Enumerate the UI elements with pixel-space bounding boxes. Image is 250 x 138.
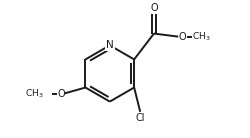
Text: Cl: Cl (136, 113, 145, 123)
Text: O: O (57, 89, 65, 99)
Text: N: N (106, 40, 114, 50)
Text: CH$_3$: CH$_3$ (192, 30, 211, 43)
Text: O: O (179, 32, 186, 42)
Text: CH$_3$: CH$_3$ (26, 87, 44, 100)
Text: O: O (150, 3, 158, 13)
